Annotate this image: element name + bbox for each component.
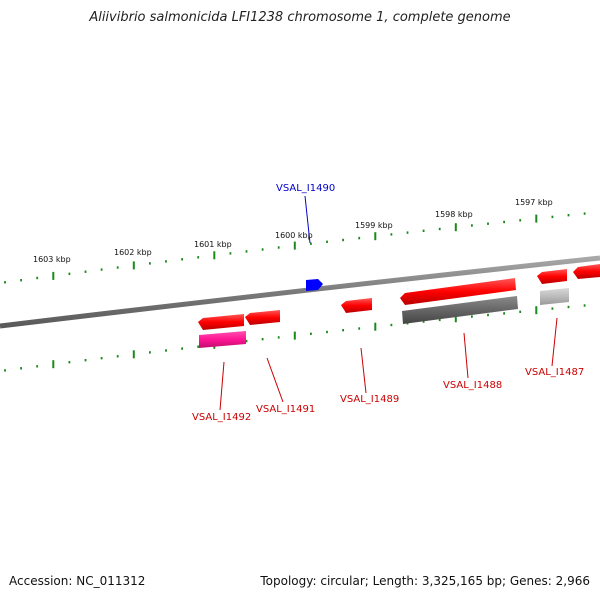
gene-partial-right[interactable]: [573, 264, 600, 279]
kbp-label: 1598 kbp: [435, 210, 473, 219]
genome-summary-text: Topology: circular; Length: 3,325,165 bp…: [260, 574, 590, 588]
gene-VSAL_I1487-secondary: [540, 288, 569, 305]
kbp-label: 1601 kbp: [194, 240, 232, 249]
accession-text: Accession: NC_011312: [9, 574, 146, 588]
gene-label-VSAL_I1487[interactable]: VSAL_I1487: [525, 367, 584, 378]
gene-label-VSAL_I1490[interactable]: VSAL_I1490: [276, 183, 335, 194]
gene-VSAL_I1488[interactable]: [400, 278, 516, 305]
gene-label-VSAL_I1488[interactable]: VSAL_I1488: [443, 380, 502, 391]
kbp-label: 1600 kbp: [275, 231, 313, 240]
feature-group: [198, 264, 600, 348]
kbp-label: 1597 kbp: [515, 198, 553, 207]
gene-VSAL_I1488-secondary: [402, 296, 518, 324]
kbp-label-group: 1603 kbp 1602 kbp 1601 kbp 1600 kbp 1599…: [33, 198, 553, 264]
gene-VSAL_I1489[interactable]: [341, 298, 372, 313]
gene-VSAL_I1491[interactable]: [245, 310, 280, 325]
gene-label-group: VSAL_I1490 VSAL_I1492 VSAL_I1491 VSAL_I1…: [192, 183, 584, 423]
tick-row-outer: [4, 212, 586, 284]
tick-row-inner: [4, 304, 586, 372]
kbp-label: 1599 kbp: [355, 221, 393, 230]
kbp-label: 1603 kbp: [33, 255, 71, 264]
kbp-label: 1602 kbp: [114, 248, 152, 257]
gene-VSAL_I1490[interactable]: [306, 279, 323, 291]
gene-label-VSAL_I1491[interactable]: VSAL_I1491: [256, 404, 315, 415]
gene-label-VSAL_I1492[interactable]: VSAL_I1492: [192, 412, 251, 423]
gene-VSAL_I1492[interactable]: [198, 314, 244, 330]
map-title: Aliivibrio salmonicida LFI1238 chromosom…: [89, 10, 511, 25]
gene-VSAL_I1487[interactable]: [537, 269, 567, 284]
genome-backbone: [0, 255, 600, 329]
gene-label-VSAL_I1489[interactable]: VSAL_I1489: [340, 394, 399, 405]
leader-lines: [219, 195, 558, 411]
gene-VSAL_I1492-secondary: [199, 331, 246, 348]
